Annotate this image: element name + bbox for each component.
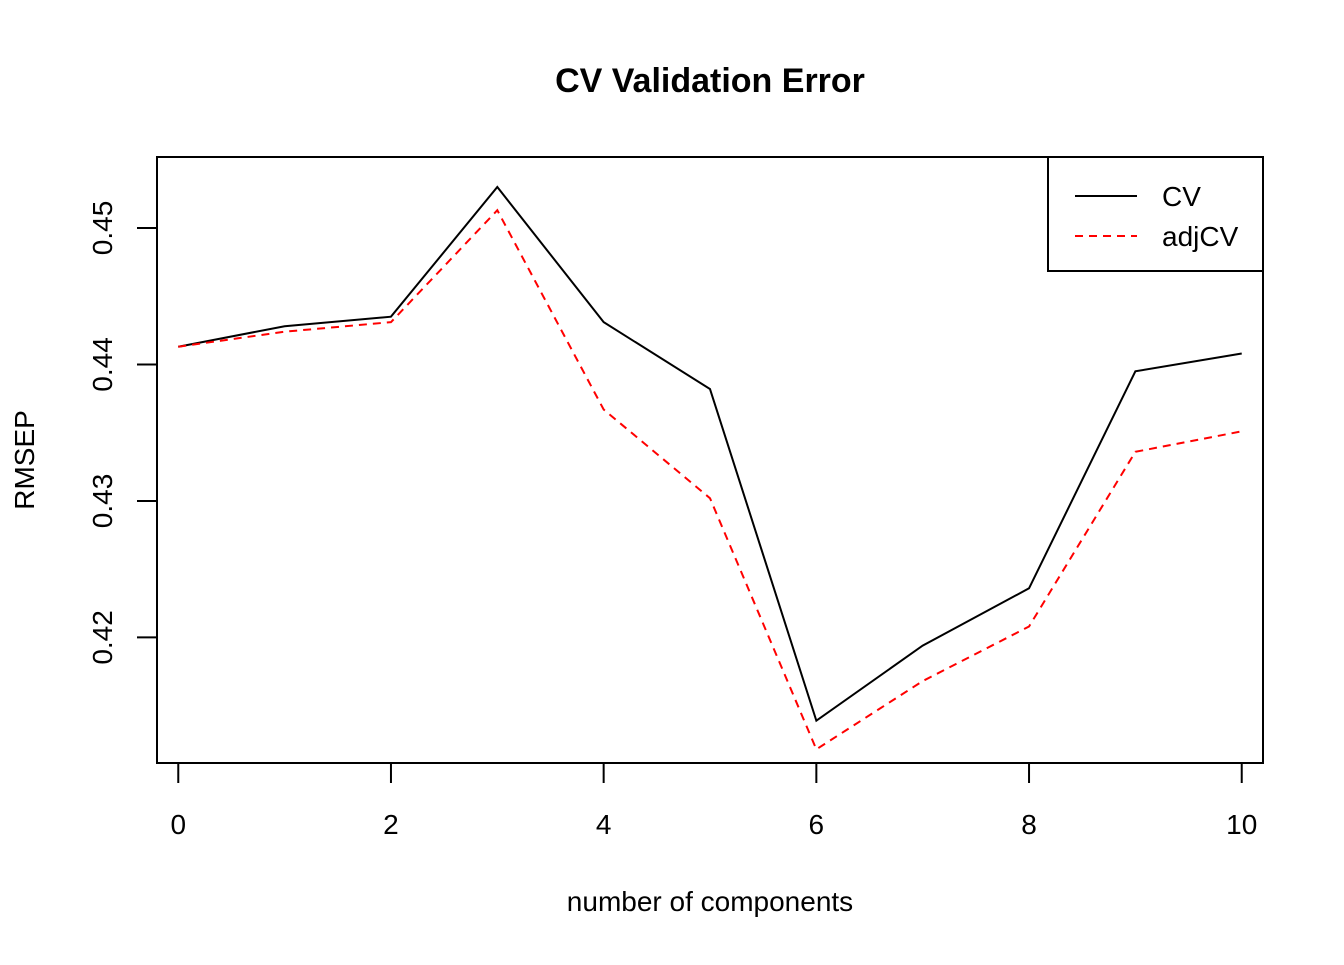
legend-label-adjcv: adjCV [1162,221,1239,252]
series-line-adjcv [178,208,1242,751]
x-axis-label: number of components [567,886,853,917]
y-axis: 0.42 0.43 0.44 0.45 [87,201,158,665]
x-tick-label-8: 8 [1021,809,1037,840]
legend: CV adjCV [1047,156,1264,272]
x-axis: 0 2 4 6 8 10 [170,762,1257,840]
y-axis-label: RMSEP [9,410,40,510]
x-tick-label-2: 2 [383,809,399,840]
x-tick-label-6: 6 [809,809,825,840]
series-line-cv [178,185,1242,723]
y-tick-label-0.45: 0.45 [87,201,118,256]
y-tick-label-0.43: 0.43 [87,474,118,529]
x-tick-label-0: 0 [170,809,186,840]
x-tick-label-10: 10 [1226,809,1257,840]
series-layer [178,185,1242,751]
legend-box [1047,156,1264,272]
y-tick-label-0.44: 0.44 [87,337,118,392]
chart-title: CV Validation Error [555,62,865,100]
y-tick-label-0.42: 0.42 [87,610,118,665]
x-tick-label-4: 4 [596,809,612,840]
legend-label-cv: CV [1162,181,1201,212]
